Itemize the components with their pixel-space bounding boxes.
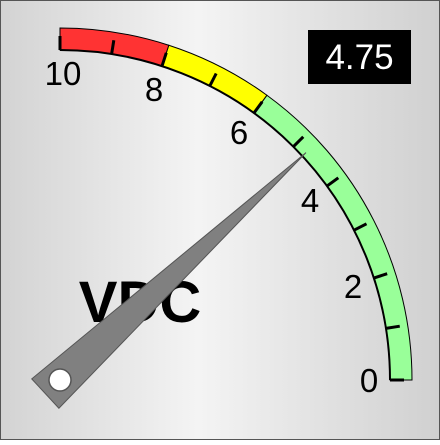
tick-mark-9 <box>110 40 116 55</box>
tick-mark-1 <box>385 324 400 330</box>
tick-mark-8 <box>160 52 168 67</box>
digital-readout: 4.75 <box>308 30 411 84</box>
gauge-ticks <box>58 36 404 382</box>
tick-label-6: 6 <box>230 114 248 151</box>
tick-mark-2 <box>373 272 388 280</box>
gauge-needle <box>31 152 307 409</box>
tick-label-4: 4 <box>301 182 319 219</box>
gauge-scale-arc <box>59 49 391 381</box>
needle <box>31 152 307 409</box>
needle-pivot <box>48 368 72 392</box>
tick-mark-5 <box>292 135 305 148</box>
tick-label-2: 2 <box>344 268 362 305</box>
tick-mark-7 <box>208 72 218 87</box>
tick-mark-4 <box>326 176 340 188</box>
readout-background <box>308 30 411 84</box>
tick-mark-6 <box>252 100 264 114</box>
gauge-tick-labels: 0 2 4 6 8 10 <box>45 55 379 399</box>
tick-label-8: 8 <box>145 71 163 108</box>
tick-label-0: 0 <box>360 362 378 399</box>
tick-mark-3 <box>353 222 368 232</box>
readout-value: 4.75 <box>325 38 393 77</box>
tick-label-10: 10 <box>45 55 82 92</box>
